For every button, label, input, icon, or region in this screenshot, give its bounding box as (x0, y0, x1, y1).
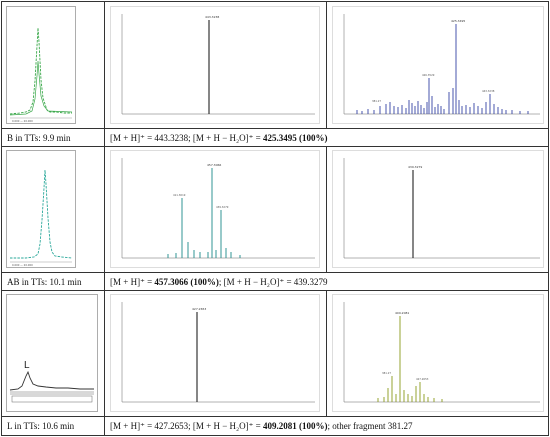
base-peak-value: 457.3066 (100%) (154, 277, 219, 287)
ms-spectrum-b-single: 443.3238 (110, 6, 320, 124)
ion-text: ; other fragment 381.27 (327, 421, 413, 431)
peak-label: 457.3066 (207, 163, 221, 167)
row-label-ab: AB in TTs: 10.1 min (7, 277, 82, 287)
column-divider (326, 290, 327, 416)
table-border-bottom (1, 435, 549, 436)
ion-text: [M + H]⁺ = 427.2653; [M + H − H₂O]⁺ = (110, 421, 264, 431)
chromatogram-l-image: L (6, 294, 98, 412)
row-divider (1, 146, 549, 147)
row-label-l: L in TTs: 10.6 min (7, 421, 75, 431)
base-peak-value: 425.3495 (100%) (263, 133, 328, 143)
ms-ions-l: [M + H]⁺ = 427.2653; [M + H − H₂O]⁺ = 40… (110, 420, 413, 432)
ms-spectrum-ab-fragments: 457.3066 411.3019 439.3279 (110, 150, 320, 268)
ms-spectrum-b-fragments: 425.3495 426.3529 381.27 443.3238 (332, 6, 544, 124)
peak-label: 425.3495 (451, 19, 465, 23)
chromatogram-b-image: 0.000 — 20.000 (6, 6, 76, 124)
peak-marker: L (24, 360, 30, 371)
svg-text:443.3238: 443.3238 (482, 89, 495, 93)
base-peak-value: 409.2081 (100%) (263, 421, 328, 431)
svg-text:411.3019: 411.3019 (173, 193, 186, 197)
svg-text:0.000 — 20.000: 0.000 — 20.000 (12, 263, 33, 267)
ion-text: [M + H]⁺ = 443.3238; [M + H − H₂O]⁺ = (110, 133, 264, 143)
row-divider (1, 290, 549, 291)
row-label-b: B in TTs: 9.9 min (7, 133, 71, 143)
row-divider (1, 272, 549, 273)
table-border-top (1, 1, 549, 2)
column-divider (326, 1, 327, 128)
ion-text: ; [M + H − H₂O]⁺ = 439.3279 (218, 277, 328, 287)
ms-ions-b: [M + H]⁺ = 443.3238; [M + H − H₂O]⁺ = 42… (110, 132, 328, 144)
ion-text: [M + H]⁺ = (110, 277, 155, 287)
peak-label: 439.3279 (408, 165, 422, 169)
table-border-left (1, 1, 2, 436)
svg-text:439.3279: 439.3279 (216, 205, 229, 209)
svg-text:381.27: 381.27 (372, 99, 381, 103)
chromatogram-ab-image: 0.000 — 20.000 (6, 150, 76, 268)
peak-label: 443.3238 (205, 15, 219, 19)
peak-label: 409.2081 (395, 311, 409, 315)
row-divider (1, 128, 549, 129)
row-divider (1, 416, 549, 417)
column-divider (104, 1, 105, 436)
table-border-right (548, 1, 549, 436)
column-divider (326, 146, 327, 272)
ms-ions-ab: [M + H]⁺ = 457.3066 (100%); [M + H − H₂O… (110, 276, 328, 288)
svg-text:427.2653: 427.2653 (416, 377, 429, 381)
peak-label: 381.27 (382, 371, 391, 375)
ms-spectrum-l-single: 427.2653 (110, 294, 320, 412)
svg-text:426.3529: 426.3529 (422, 73, 435, 77)
peak-label: 427.2653 (192, 307, 206, 311)
svg-text:0.000 — 20.000: 0.000 — 20.000 (12, 119, 33, 123)
ms-spectrum-ab-single: 439.3279 (332, 150, 544, 268)
ms-spectrum-l-fragments: 409.2081 381.27 427.2653 (332, 294, 544, 412)
